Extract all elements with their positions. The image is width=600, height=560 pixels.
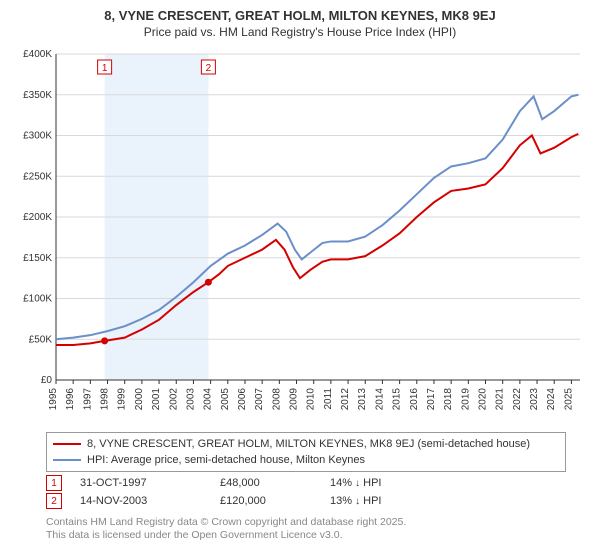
svg-text:2018: 2018 — [443, 388, 454, 411]
svg-text:£100K: £100K — [23, 294, 52, 305]
svg-text:2003: 2003 — [185, 388, 196, 411]
svg-text:1995: 1995 — [48, 388, 59, 411]
svg-text:2010: 2010 — [306, 388, 317, 411]
copyright-note: Contains HM Land Registry data © Crown c… — [46, 516, 566, 542]
sale-price: £48,000 — [220, 477, 330, 489]
svg-text:2024: 2024 — [546, 388, 557, 411]
svg-text:1998: 1998 — [100, 388, 111, 411]
svg-text:2015: 2015 — [392, 388, 403, 411]
svg-text:2013: 2013 — [357, 388, 368, 411]
svg-text:2019: 2019 — [460, 388, 471, 411]
svg-text:2025: 2025 — [563, 388, 574, 411]
svg-text:£150K: £150K — [23, 253, 52, 264]
svg-text:2011: 2011 — [323, 388, 334, 410]
svg-text:£400K: £400K — [23, 50, 52, 60]
sale-markers-table: 1 31-OCT-1997 £48,000 14% ↓ HPI 2 14-NOV… — [46, 474, 566, 510]
svg-text:1996: 1996 — [65, 388, 76, 411]
svg-text:2009: 2009 — [289, 388, 300, 411]
sale-marker-row: 2 14-NOV-2003 £120,000 13% ↓ HPI — [46, 492, 566, 510]
sale-pct: 14% ↓ HPI — [330, 477, 410, 489]
legend-swatch — [53, 443, 81, 445]
svg-text:£50K: £50K — [29, 334, 53, 345]
legend-swatch — [53, 459, 81, 461]
sale-date: 14-NOV-2003 — [80, 495, 220, 507]
svg-text:2016: 2016 — [409, 388, 420, 411]
svg-text:2006: 2006 — [237, 388, 248, 411]
svg-text:£250K: £250K — [23, 171, 52, 182]
svg-text:1: 1 — [102, 63, 108, 74]
legend-item: 8, VYNE CRESCENT, GREAT HOLM, MILTON KEY… — [53, 436, 559, 452]
price-chart: £0 £50K £100K £150K £200K £250K £300K £350K £400… — [16, 50, 584, 420]
svg-text:2005: 2005 — [220, 388, 231, 411]
sale-price: £120,000 — [220, 495, 330, 507]
sale-marker-badge: 2 — [46, 493, 62, 509]
svg-text:1997: 1997 — [82, 388, 93, 411]
svg-text:£200K: £200K — [23, 212, 52, 223]
svg-text:2022: 2022 — [512, 388, 523, 411]
sale-pct: 13% ↓ HPI — [330, 495, 410, 507]
arrow-down-icon: ↓ — [355, 496, 360, 507]
svg-text:2007: 2007 — [254, 388, 265, 411]
legend-label: 8, VYNE CRESCENT, GREAT HOLM, MILTON KEY… — [87, 438, 530, 450]
svg-text:2021: 2021 — [495, 388, 506, 411]
sale-marker-row: 1 31-OCT-1997 £48,000 14% ↓ HPI — [46, 474, 566, 492]
svg-text:2014: 2014 — [374, 388, 385, 411]
svg-text:2001: 2001 — [151, 388, 162, 411]
svg-text:£300K: £300K — [23, 131, 52, 142]
svg-text:2000: 2000 — [134, 388, 145, 411]
legend-label: HPI: Average price, semi-detached house,… — [87, 454, 365, 466]
sale-date: 31-OCT-1997 — [80, 477, 220, 489]
chart-legend: 8, VYNE CRESCENT, GREAT HOLM, MILTON KEY… — [46, 432, 566, 472]
page-title-sub: Price paid vs. HM Land Registry's House … — [0, 25, 600, 39]
legend-item: HPI: Average price, semi-detached house,… — [53, 452, 559, 468]
svg-text:2012: 2012 — [340, 388, 351, 411]
svg-text:£0: £0 — [41, 375, 53, 386]
svg-text:2017: 2017 — [426, 388, 437, 411]
svg-text:2008: 2008 — [271, 388, 282, 411]
svg-text:2004: 2004 — [203, 388, 214, 411]
svg-text:2023: 2023 — [529, 388, 540, 411]
svg-text:1999: 1999 — [117, 388, 128, 411]
svg-text:2020: 2020 — [478, 388, 489, 411]
page-title-address: 8, VYNE CRESCENT, GREAT HOLM, MILTON KEY… — [0, 8, 600, 23]
svg-text:£350K: £350K — [23, 90, 52, 101]
sale-marker-badge: 1 — [46, 475, 62, 491]
arrow-down-icon: ↓ — [355, 478, 360, 489]
svg-text:2: 2 — [206, 63, 212, 74]
svg-text:2002: 2002 — [168, 388, 179, 411]
